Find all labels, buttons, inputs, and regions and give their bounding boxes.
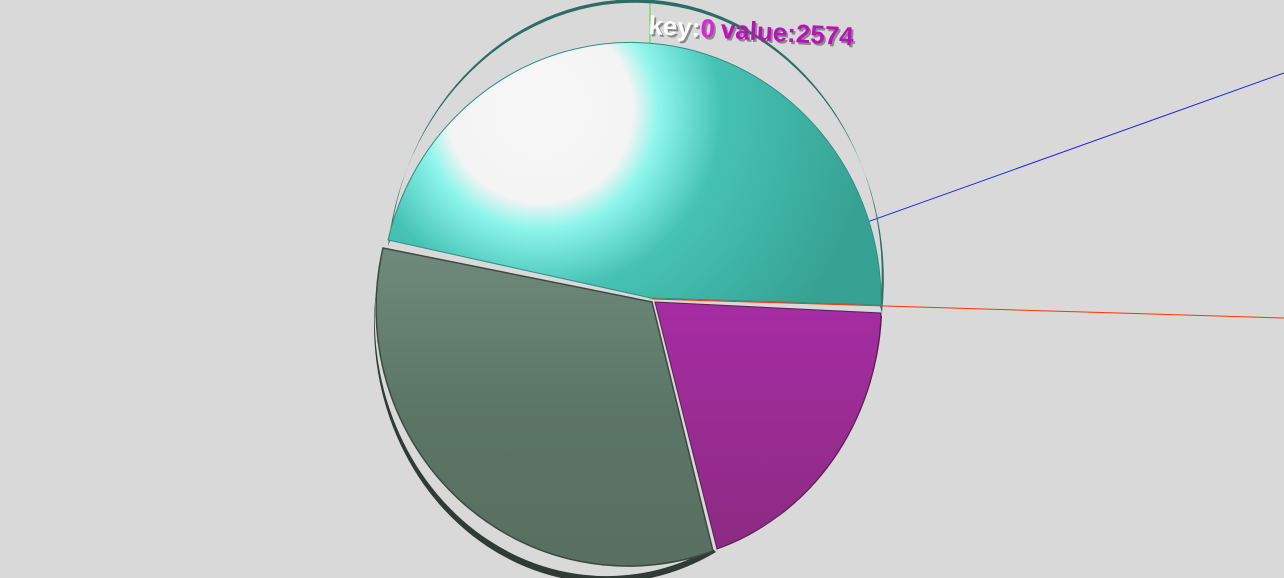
x-axis-line bbox=[651, 298, 1284, 319]
slice-tooltip: key:0 value:2574 key:0 value:2574 bbox=[648, 10, 857, 54]
pie-slice-1[interactable] bbox=[654, 301, 882, 550]
tooltip-value-value: 2574 bbox=[795, 18, 855, 51]
tooltip-key-value: 0 bbox=[700, 13, 716, 44]
tooltip-value-label: value: bbox=[720, 14, 797, 48]
tooltip-key-label: key: bbox=[648, 10, 702, 43]
pie-slice-0[interactable] bbox=[387, 41, 882, 306]
pie-slice-2[interactable] bbox=[375, 247, 714, 567]
